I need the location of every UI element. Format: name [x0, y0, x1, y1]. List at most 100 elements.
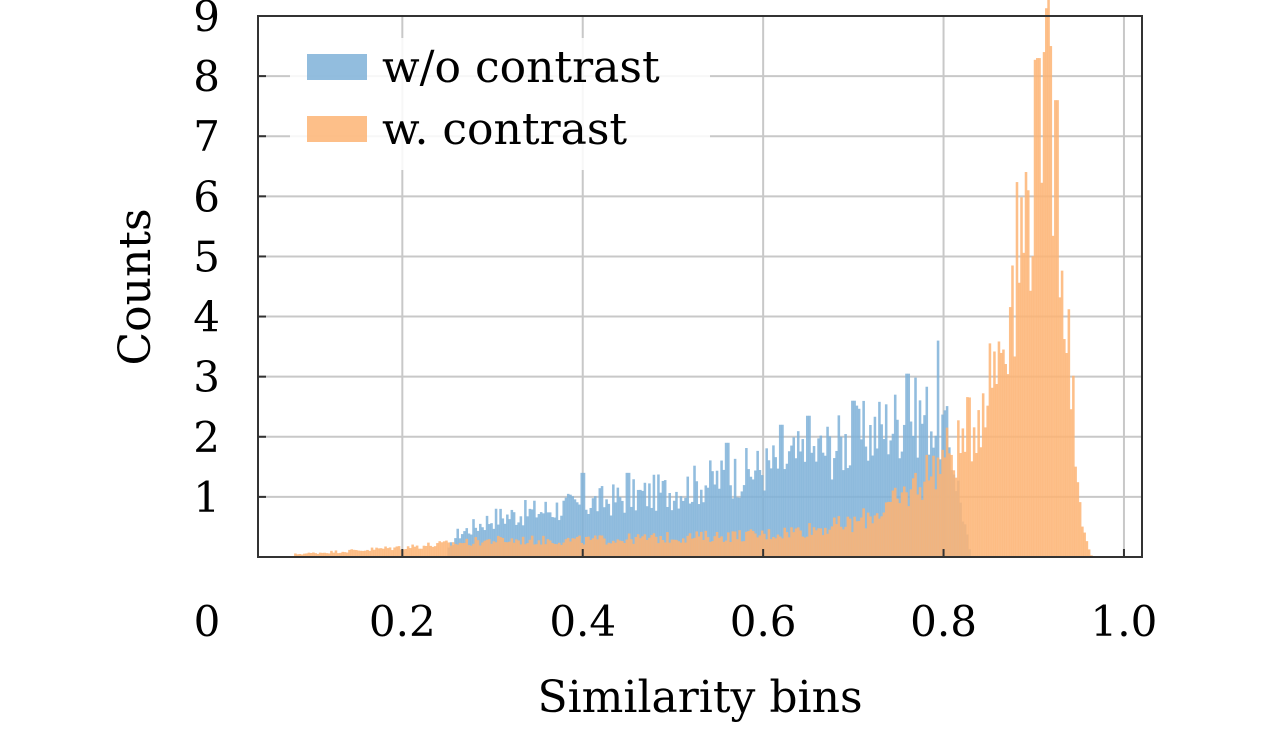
series-0-bar [700, 489, 703, 557]
series-1-bar [760, 530, 764, 557]
series-0-bar [571, 496, 575, 557]
series-0-bar [864, 446, 868, 557]
series-0-bar [756, 450, 759, 557]
series-1-bar [515, 539, 518, 557]
series-1-bar [891, 490, 895, 557]
series-0-bar [801, 439, 805, 557]
series-1-bar [801, 536, 805, 557]
series-1-bar [968, 397, 971, 557]
series-0-bar [862, 400, 865, 557]
series-0-bar [609, 515, 613, 557]
series-0-bar [670, 510, 674, 557]
series-1-bar [639, 538, 642, 557]
series-1-bar [350, 549, 354, 557]
x-tick-label: 0.8 [910, 597, 977, 646]
series-0-bar [799, 451, 802, 557]
series-1-bar [422, 545, 426, 557]
series-1-bar [300, 554, 304, 557]
series-1-bar [932, 455, 935, 557]
series-0-bar [875, 448, 879, 557]
series-1-bar [359, 550, 363, 557]
series-1-bar [438, 541, 441, 557]
series-0-bar [833, 458, 836, 557]
series-0-bar [533, 500, 536, 557]
series-1-bar [677, 541, 681, 557]
series-0-bar [697, 504, 701, 557]
series-1-bar [1004, 364, 1007, 557]
series-1-bar [835, 524, 838, 557]
series-1-bar [1063, 339, 1066, 557]
plot-frame [257, 15, 1143, 558]
series-1-bar [436, 543, 439, 557]
series-0-bar [774, 457, 777, 557]
series-1-bar [769, 539, 773, 557]
series-1-bar [805, 536, 809, 557]
series-0-bar [596, 511, 599, 557]
series-1-bar [327, 553, 331, 557]
series-0-bar [557, 520, 561, 557]
series-1-bar [688, 533, 692, 557]
series-0-bar [564, 497, 568, 557]
y-tick-label: 8 [193, 52, 220, 101]
series-0-bar [542, 513, 545, 557]
series-0-bar [889, 440, 892, 557]
series-1-bar [837, 516, 841, 557]
series-1-bar [1029, 290, 1032, 557]
series-1-bar [1045, 8, 1048, 558]
series-1-bar [792, 532, 796, 557]
series-0-bar [815, 461, 818, 557]
series-1-bar [497, 535, 500, 557]
series-1-bar [641, 536, 644, 557]
series-0-bar [562, 500, 565, 557]
series-0-bar [839, 436, 843, 557]
series-0-bar [544, 501, 547, 557]
series-1-bar [871, 523, 874, 557]
series-1-bar [569, 541, 572, 557]
series-1-bar [492, 541, 496, 557]
series-1-bar [533, 544, 536, 557]
series-1-bar [481, 542, 484, 557]
series-1-bar [893, 487, 897, 557]
series-1-bar [614, 542, 617, 557]
series-0-bar [645, 506, 649, 557]
y-tick-label: 2 [193, 413, 220, 462]
series-1-bar [528, 539, 532, 557]
series-1-bar [666, 532, 669, 557]
series-1-bar [1056, 100, 1059, 558]
series-1-bar [361, 550, 365, 557]
series-1-bar [575, 536, 579, 557]
series-1-bar [535, 544, 538, 557]
series-1-bar [521, 536, 525, 557]
series-1-bar [298, 554, 302, 557]
series-1-bar [363, 550, 367, 557]
series-0-bar [688, 503, 692, 557]
series-0-bar [603, 507, 606, 557]
series-1-bar [749, 529, 753, 557]
series-1-bar [424, 545, 428, 557]
series-1-bar [873, 515, 877, 557]
series-0-bar [584, 509, 588, 557]
series-0-bar [936, 340, 940, 557]
series-1-bar [1033, 59, 1037, 557]
series-1-bar [357, 550, 360, 557]
series-1-bar [1036, 58, 1039, 557]
series-1-bar [1085, 541, 1089, 557]
series-1-bar [659, 535, 662, 557]
series-1-bar [467, 545, 471, 557]
series-1-bar [643, 534, 647, 557]
series-1-bar [756, 537, 759, 557]
series-0-bar [623, 512, 626, 557]
series-0-bar [810, 452, 814, 557]
series-1-bar [621, 541, 624, 557]
series-0-bar [612, 484, 615, 557]
series-0-bar [722, 469, 726, 557]
series-1-bar [318, 552, 322, 557]
histogram-bars [294, 0, 1093, 558]
series-1-bar [808, 523, 811, 557]
series-1-bar [1072, 375, 1075, 557]
series-0-bar [706, 487, 710, 557]
series-1-bar [718, 537, 721, 557]
series-0-bar [720, 460, 723, 557]
series-0-bar [546, 512, 550, 557]
series-0-bar [778, 424, 782, 557]
